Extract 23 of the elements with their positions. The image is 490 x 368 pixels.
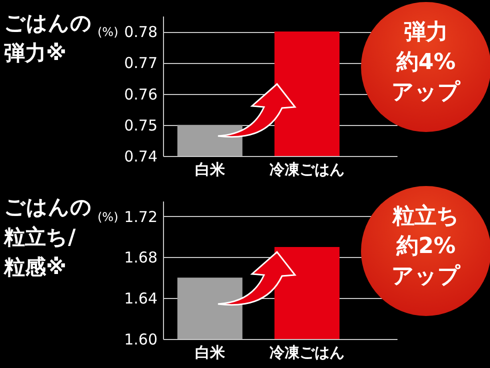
y-tick-label: 1.60 — [124, 330, 158, 348]
x-tick-label: 白米 — [194, 160, 226, 178]
y-tick-label: 0.74 — [124, 148, 158, 166]
x-tick-label: 白米 — [194, 344, 226, 362]
y-tick-label: 1.68 — [124, 248, 158, 267]
y-axis-title: (%) — [98, 210, 118, 224]
y-tick-label: 0.76 — [124, 85, 158, 104]
x-tick-label: 冷凍ごはん — [269, 344, 344, 362]
chart-title: ごはんの弾力※ — [4, 10, 93, 67]
y-tick-label: 0.75 — [124, 116, 158, 134]
y-tick-label: 0.78 — [124, 23, 158, 42]
annotation: 約2% — [395, 233, 457, 261]
annotation: 粒立ち — [391, 202, 460, 231]
y-tick-label: 1.72 — [124, 208, 158, 226]
text: ごはんの粒立ち/粒感※ — [4, 194, 93, 281]
annotation: 約4% — [395, 49, 457, 77]
y-axis-title: (%) — [98, 25, 118, 40]
annotation: アップ — [390, 263, 462, 291]
x-tick-label: 冷凍ごはん — [269, 160, 344, 178]
y-tick-label: 1.64 — [124, 290, 158, 308]
y-tick-label: 0.77 — [124, 54, 158, 72]
text: 弾力 — [403, 19, 449, 47]
annotation: アップ — [390, 79, 462, 107]
